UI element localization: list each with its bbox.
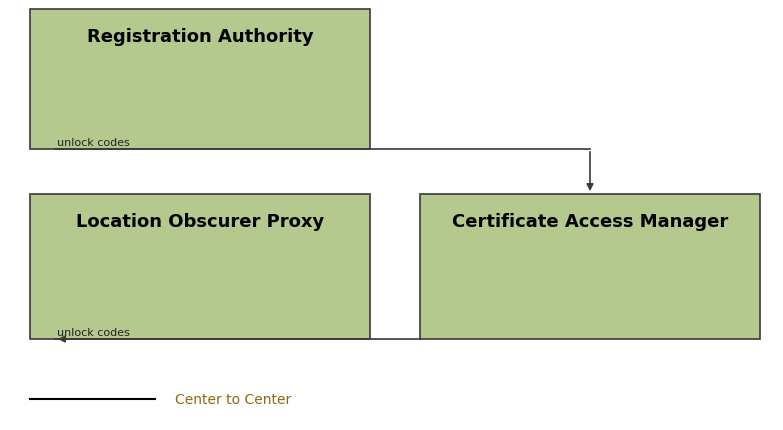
Text: unlock codes: unlock codes (57, 327, 130, 337)
FancyBboxPatch shape (30, 194, 370, 339)
Text: Location Obscurer Proxy: Location Obscurer Proxy (76, 212, 324, 230)
Text: unlock codes: unlock codes (57, 138, 130, 147)
Text: Registration Authority: Registration Authority (87, 28, 313, 46)
FancyBboxPatch shape (30, 10, 370, 150)
FancyBboxPatch shape (420, 194, 760, 339)
Text: Center to Center: Center to Center (175, 392, 291, 406)
Text: Certificate Access Manager: Certificate Access Manager (452, 212, 728, 230)
